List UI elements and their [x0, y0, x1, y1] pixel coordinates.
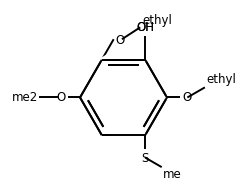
Text: ethyl: ethyl	[206, 73, 236, 86]
Text: me2: me2	[11, 91, 38, 104]
Text: OH: OH	[136, 21, 154, 34]
Text: ethyl: ethyl	[142, 14, 172, 27]
Text: O: O	[115, 34, 124, 47]
Text: OH: OH	[136, 21, 154, 34]
Text: me: me	[163, 168, 182, 181]
Text: O: O	[56, 91, 65, 104]
Text: S: S	[142, 152, 149, 165]
Text: O: O	[183, 91, 192, 104]
